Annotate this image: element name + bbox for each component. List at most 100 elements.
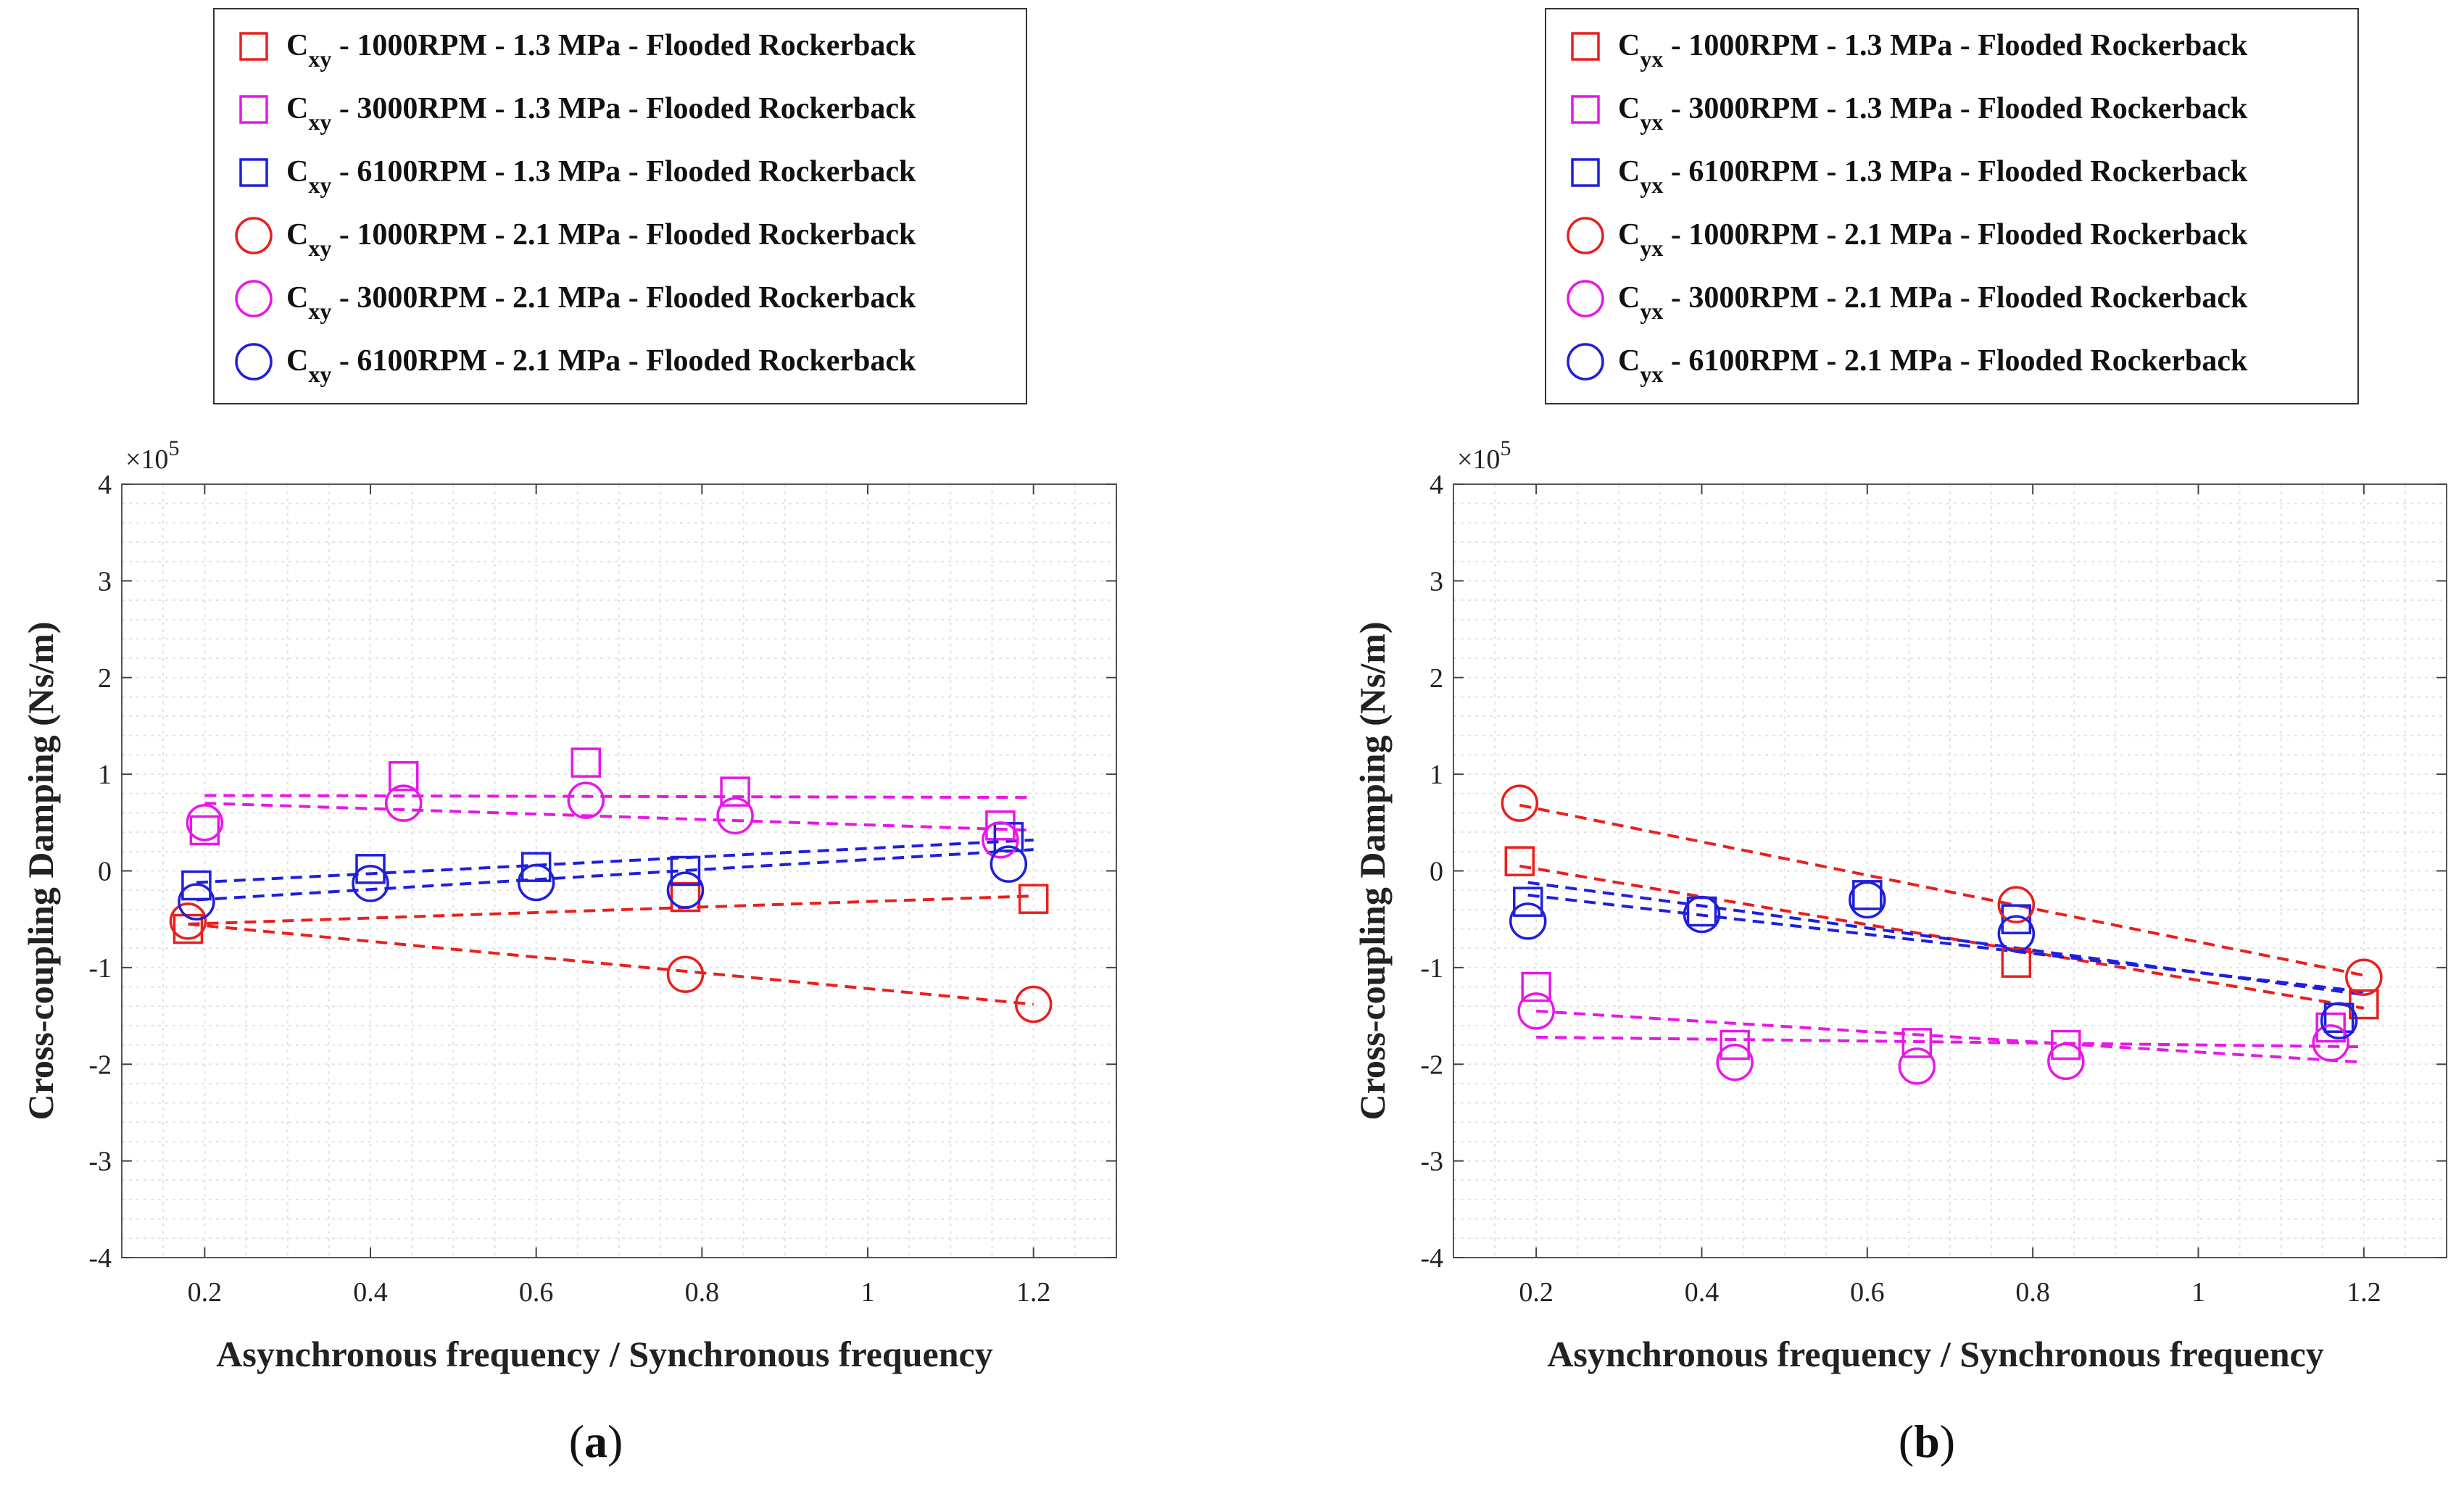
legend-marker-square — [239, 95, 268, 124]
data-point-circle — [1014, 985, 1053, 1023]
y-multiplier: ×105 — [1457, 436, 1511, 475]
legend-entry: Cxy - 1000RPM - 2.1 MPa - Flooded Rocker… — [286, 218, 916, 261]
x-tick-label: 1.2 — [1016, 1277, 1051, 1308]
y-tick-label: -2 — [88, 1050, 112, 1080]
x-axis-label: Asynchronous frequency / Synchronous fre… — [216, 1334, 992, 1374]
y-tick-label: -2 — [1420, 1050, 1443, 1080]
x-tick-label: 0.6 — [519, 1277, 554, 1308]
x-tick-label: 0.4 — [353, 1277, 388, 1308]
legend-entry: Cxy - 3000RPM - 2.1 MPa - Flooded Rocker… — [286, 281, 916, 324]
y-tick-label: -1 — [1420, 953, 1443, 984]
y-tick-label: -3 — [88, 1147, 112, 1177]
x-axis-label: Asynchronous frequency / Synchronous fre… — [1547, 1334, 2323, 1374]
legend-marker-square — [1571, 95, 1600, 124]
y-axis-label: Cross-coupling Damping (Ns/m) — [1352, 621, 1393, 1120]
x-tick-label: 0.6 — [1850, 1277, 1885, 1308]
fit-line-series-1 — [1536, 1035, 2364, 1049]
data-point-square — [2315, 1012, 2346, 1043]
data-point-square — [520, 852, 552, 882]
axis-ticks: 0.2 0.4 0.6 0.8 1 1.2 -4 -3 -2 -1 0 1 2 3 4 — [1420, 470, 2447, 1308]
legend-entry: Cyx - 1000RPM - 2.1 MPa - Flooded Rocker… — [1618, 218, 2248, 261]
y-tick-label: -4 — [1420, 1243, 1443, 1274]
legend-entry: Cxy - 6100RPM - 1.3 MPa - Flooded Rocker… — [286, 155, 916, 198]
data-point-circle — [1997, 886, 2036, 923]
fit-line-series-1 — [204, 794, 1034, 800]
axis-ticks: 0.2 0.4 0.6 0.8 1 1.2 -4 -3 -2 -1 0 1 2 3 4 — [88, 470, 1116, 1308]
y-tick-label: 4 — [1430, 470, 1443, 500]
legend-marker-circle — [235, 280, 273, 317]
data-point-square — [2001, 947, 2032, 978]
data-point-circle — [2320, 1002, 2358, 1039]
plot-area — [169, 747, 1053, 1023]
data-point-square — [173, 913, 204, 944]
y-tick-label: -3 — [1420, 1147, 1443, 1177]
data-point-circle — [716, 797, 754, 835]
legend-entry: Cyx - 6100RPM - 2.1 MPa - Flooded Rocker… — [1618, 344, 2248, 387]
data-point-square — [720, 776, 750, 807]
chart-panel-a: 0.2 0.4 0.6 0.8 1 1.2 -4 -3 -2 -1 0 1 2 3 4 ×105 Asynchr… — [20, 8, 1117, 1467]
legend-entry: Cyx - 1000RPM - 1.3 MPa - Flooded Rocker… — [1618, 29, 2248, 72]
x-tick-label: 0.4 — [1685, 1277, 1720, 1308]
x-tick-label: 1.2 — [2347, 1277, 2381, 1308]
data-point-square — [388, 761, 419, 792]
fit-line-series-0 — [1519, 864, 2365, 1010]
y-tick-label: -1 — [88, 953, 112, 984]
x-tick-label: 0.8 — [685, 1277, 720, 1308]
legend-entry: Cxy - 1000RPM - 1.3 MPa - Flooded Rocker… — [286, 29, 916, 72]
data-point-square — [1901, 1028, 1933, 1058]
legend-marker-circle — [1567, 217, 1604, 254]
fit-line-series-2 — [1527, 881, 2365, 997]
legend-marker-square — [1571, 32, 1600, 61]
data-point-circle — [384, 784, 423, 822]
fit-line-series-4 — [204, 802, 1034, 832]
data-point-circle — [567, 781, 605, 819]
data-point-circle — [2047, 1042, 2085, 1080]
data-point-circle — [517, 863, 555, 902]
grid — [121, 483, 1117, 1258]
data-point-circle — [990, 845, 1028, 883]
fit-line-series-5 — [1527, 893, 2365, 994]
data-point-square — [985, 810, 1016, 841]
panel-caption: (a) — [569, 1416, 623, 1467]
data-point-square — [1513, 886, 1543, 917]
grid — [1453, 483, 2447, 1258]
legend-marker-square — [239, 158, 268, 187]
fit-line-series-0 — [188, 894, 1034, 926]
data-point-circle — [1509, 902, 1547, 940]
fit-line-series-5 — [196, 848, 1034, 902]
y-tick-label: 1 — [1430, 760, 1443, 790]
y-axis-label: Cross-coupling Damping (Ns/m) — [20, 621, 61, 1120]
data-point-circle — [169, 902, 207, 940]
chart-panel-b: 0.2 0.4 0.6 0.8 1 1.2 -4 -3 -2 -1 0 1 2 3 4 ×105 Asynchr… — [1352, 8, 2447, 1467]
y-tick-label: 1 — [98, 760, 112, 790]
data-point-square — [189, 815, 220, 846]
data-point-circle — [1997, 915, 2036, 952]
data-point-square — [670, 881, 701, 913]
data-point-circle — [666, 871, 705, 909]
legend-entry: Cyx - 3000RPM - 1.3 MPa - Flooded Rocker… — [1618, 92, 2248, 135]
legend: Cyx - 1000RPM - 1.3 MPa - Flooded Rocker… — [1545, 8, 2359, 404]
y-tick-label: 2 — [98, 663, 112, 694]
data-point-circle — [1849, 881, 1886, 919]
legend-marker-square — [239, 32, 268, 61]
data-point-circle — [982, 821, 1019, 859]
data-point-square — [1018, 884, 1049, 914]
legend-marker-circle — [1567, 280, 1604, 317]
data-point-circle — [2345, 958, 2383, 996]
y-tick-label: 3 — [98, 566, 112, 597]
data-point-square — [355, 854, 386, 884]
y-tick-label: 4 — [98, 470, 112, 500]
legend-marker-square — [1571, 158, 1600, 187]
legend-entry: Cyx - 3000RPM - 2.1 MPa - Flooded Rocker… — [1618, 281, 2248, 324]
data-point-circle — [352, 865, 389, 902]
data-point-square — [2001, 904, 2032, 934]
y-tick-label: 2 — [1430, 663, 1443, 694]
legend-box — [213, 8, 1027, 404]
x-tick-label: 0.2 — [1519, 1277, 1554, 1308]
data-point-square — [181, 870, 212, 901]
legend-marker-circle — [235, 217, 273, 254]
data-point-circle — [2312, 1024, 2349, 1062]
data-point-circle — [1517, 992, 1555, 1030]
y-tick-label: 0 — [98, 857, 112, 887]
